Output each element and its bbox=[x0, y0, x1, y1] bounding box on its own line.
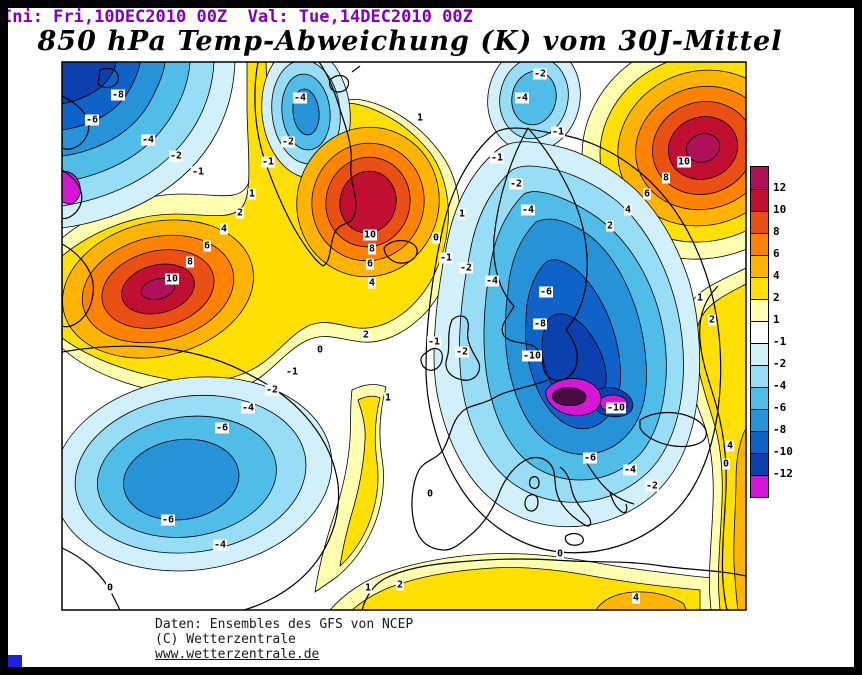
colorbar-swatch bbox=[751, 409, 768, 431]
corner-logo bbox=[8, 655, 22, 667]
zero-contour-atlantic bbox=[62, 345, 340, 610]
coastline-black-sea bbox=[639, 411, 707, 448]
colorbar-swatch bbox=[751, 343, 768, 365]
coastline-continent-iberia bbox=[411, 379, 552, 551]
coastline-scandinavia bbox=[493, 126, 588, 381]
colorbar-swatch bbox=[751, 387, 768, 409]
coastline-sicily bbox=[564, 532, 584, 546]
coastline-iceland bbox=[383, 239, 418, 264]
warm-greenland-crimson bbox=[339, 170, 397, 234]
colorbar-swatch bbox=[751, 431, 768, 453]
page-title: 850 hPa Temp-Abweichung (K) vom 30J-Mitt… bbox=[37, 26, 783, 57]
footer-website-link[interactable]: www.wetterzentrale.de bbox=[155, 647, 320, 662]
cold-europe-magenta-streak bbox=[600, 394, 628, 413]
coastline-north-africa bbox=[361, 558, 746, 610]
coastline-italy bbox=[550, 464, 592, 527]
footer-data-source: Daten: Ensembles des GFS von NCEP bbox=[155, 617, 414, 632]
warm-band-right-yellow bbox=[695, 283, 746, 610]
coastline-ireland bbox=[420, 347, 443, 371]
footer: Daten: Ensembles des GFS von NCEP (C) We… bbox=[155, 617, 413, 662]
colorbar-swatch bbox=[751, 365, 768, 387]
colorbar-swatch bbox=[751, 189, 768, 211]
init-valid-line: Ini: Fri,10DEC2010 00Z Val: Tue,14DEC201… bbox=[2, 7, 473, 27]
footer-copyright: (C) Wetterzentrale bbox=[155, 632, 296, 647]
map-frame bbox=[61, 61, 747, 611]
colorbar-swatch bbox=[751, 453, 768, 475]
cold-europe-extreme-core bbox=[551, 387, 587, 406]
zero-contour-europe bbox=[425, 127, 722, 554]
colorbar-swatch bbox=[751, 475, 768, 497]
coastline-canada bbox=[62, 67, 119, 328]
colorbar-swatch bbox=[751, 233, 768, 255]
colorbar-swatch bbox=[751, 167, 768, 189]
coastline-britain bbox=[445, 315, 481, 381]
coastline-sardinia bbox=[524, 476, 540, 512]
coastline-balkans bbox=[584, 459, 635, 514]
coastline-svalbard bbox=[328, 65, 361, 93]
zero-contour-right bbox=[699, 285, 728, 610]
colorbar-swatch bbox=[751, 255, 768, 277]
warm-streak-yellow bbox=[339, 395, 381, 568]
warm-band-africa-gold bbox=[595, 591, 687, 610]
colorbar bbox=[750, 166, 769, 498]
colorbar-swatch bbox=[751, 321, 768, 343]
warm-russia-core bbox=[685, 133, 721, 163]
colorbar-swatch bbox=[751, 211, 768, 233]
colorbar-swatch bbox=[751, 299, 768, 321]
zero-contour-bottomleft bbox=[62, 547, 121, 610]
cold-northwest-deepblue bbox=[62, 62, 117, 105]
cold-atlantic-blue bbox=[123, 438, 240, 521]
cold-northwest-magenta-spot bbox=[62, 171, 81, 205]
colorbar-swatch bbox=[751, 277, 768, 299]
warm-band-right-gold bbox=[733, 427, 746, 610]
